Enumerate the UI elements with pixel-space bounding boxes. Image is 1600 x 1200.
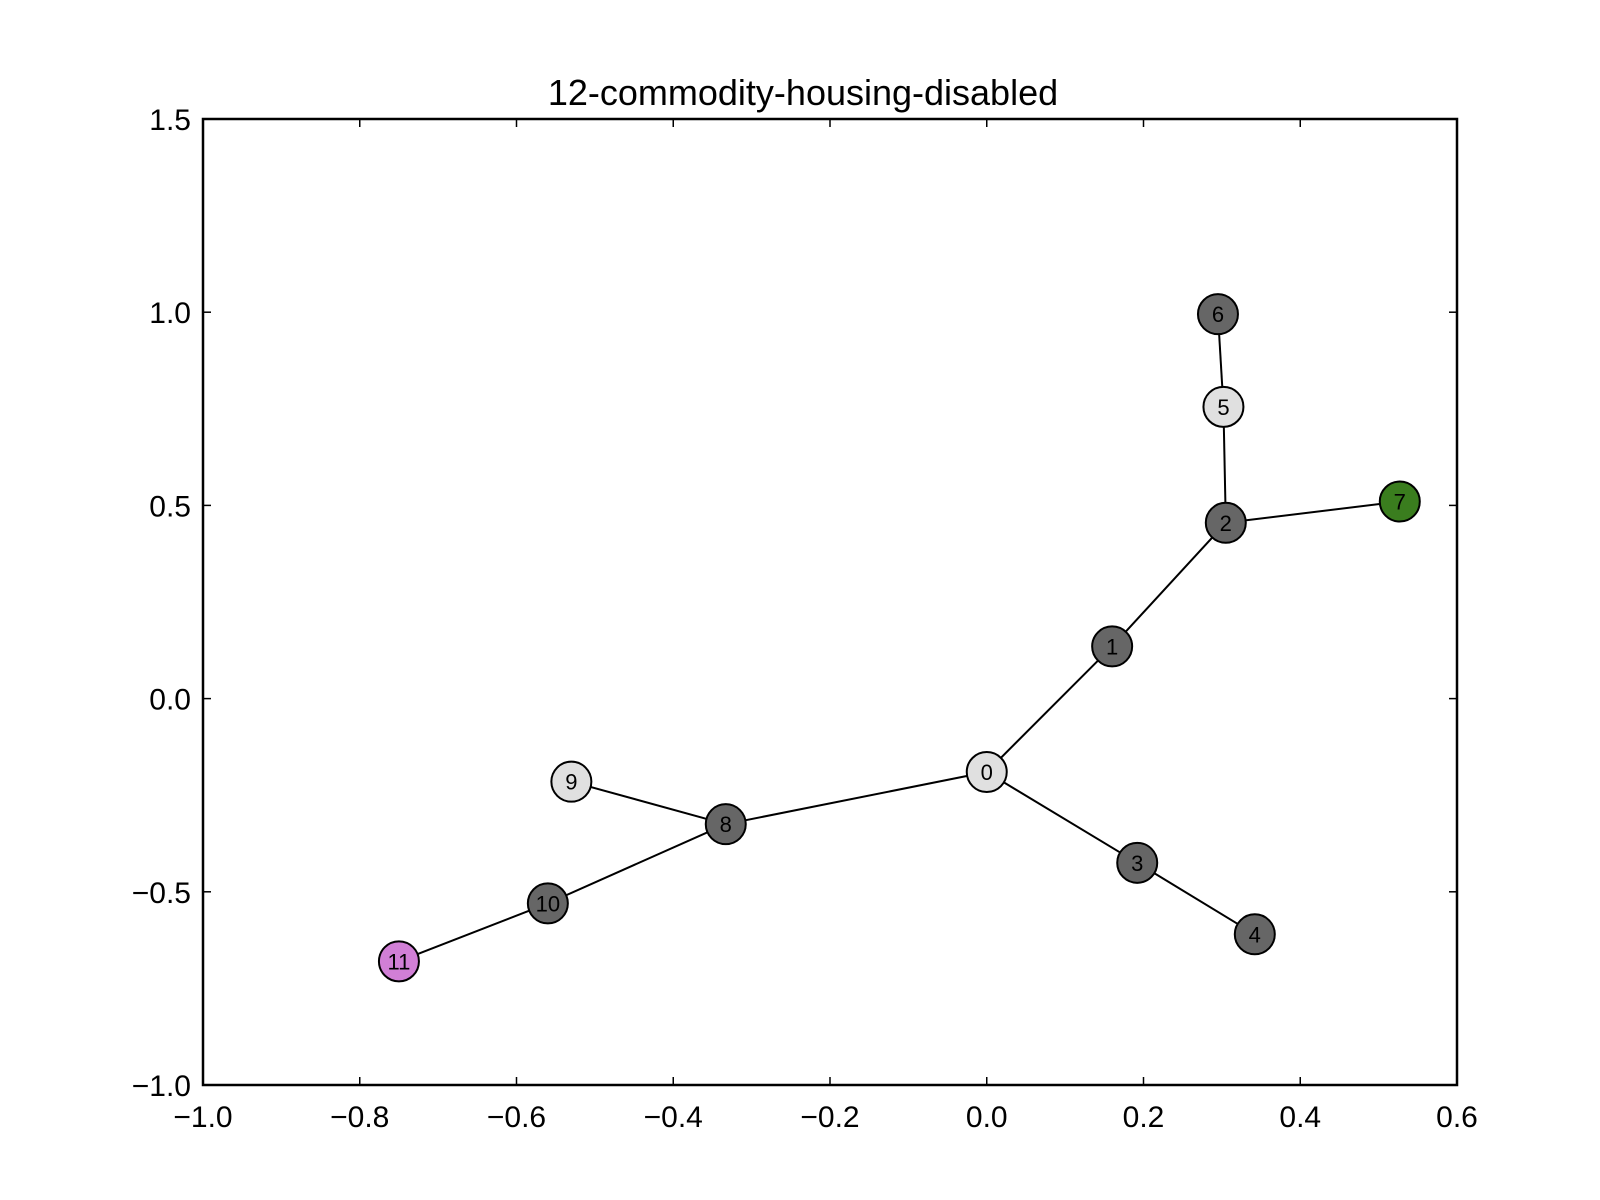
node-circle xyxy=(1091,625,1134,668)
node-2: 2 xyxy=(1204,501,1247,544)
node-circle xyxy=(1196,293,1239,336)
y-tick-label: −0.5 xyxy=(132,877,191,910)
x-tick-label: −0.2 xyxy=(800,1101,859,1134)
node-label: 9 xyxy=(565,770,577,795)
node-11: 11 xyxy=(377,940,420,983)
node-8: 8 xyxy=(704,803,747,846)
x-tick-label: 0.4 xyxy=(1279,1101,1321,1134)
node-circle xyxy=(1233,913,1276,956)
edge-2-7 xyxy=(1225,500,1400,524)
node-circle xyxy=(1204,501,1247,544)
node-label: 10 xyxy=(536,891,560,916)
x-tick-label: 0.6 xyxy=(1436,1101,1478,1134)
node-label: 0 xyxy=(981,760,993,785)
node-0: 0 xyxy=(965,751,1008,794)
node-5: 5 xyxy=(1202,385,1245,428)
node-circle xyxy=(1378,480,1421,523)
node-circle xyxy=(550,760,593,803)
x-tick-label: −0.6 xyxy=(487,1101,546,1134)
node-6: 6 xyxy=(1196,293,1239,336)
node-4: 4 xyxy=(1233,913,1276,956)
edge-1-2 xyxy=(1111,522,1227,648)
x-tick-label: 0.0 xyxy=(966,1101,1008,1134)
y-tick-label: −1.0 xyxy=(132,1070,191,1103)
edge-8-9 xyxy=(571,780,727,826)
chart-title: 12-commodity-housing-disabled xyxy=(548,72,1058,113)
node-circle xyxy=(704,803,747,846)
node-9: 9 xyxy=(550,760,593,803)
node-label: 1 xyxy=(1106,634,1118,659)
node-label: 11 xyxy=(388,949,411,974)
edge-8-10 xyxy=(547,823,727,905)
y-tick-label: 1.5 xyxy=(149,104,191,137)
node-3: 3 xyxy=(1116,841,1159,884)
edge-0-3 xyxy=(986,771,1138,864)
node-circle xyxy=(965,751,1008,794)
edge-0-8 xyxy=(725,771,987,826)
node-label: 3 xyxy=(1131,851,1143,876)
node-7: 7 xyxy=(1378,480,1421,523)
graph-nodes: 0 1 2 3 4 5 6 7 8 9 10 11 xyxy=(377,293,1421,983)
node-circle xyxy=(526,882,569,925)
node-circle xyxy=(377,940,420,983)
edge-3-4 xyxy=(1136,861,1256,936)
node-label: 4 xyxy=(1249,922,1261,947)
graph-edges xyxy=(398,314,1400,963)
node-1: 1 xyxy=(1091,625,1134,668)
axis-ticks: −1.0 −0.8 −0.6 −0.4 −0.2 0.0 0.2 0.4 0.6 −1.0 −0.5… xyxy=(132,104,1478,1134)
node-label: 7 xyxy=(1394,490,1406,515)
edge-0-1 xyxy=(986,645,1113,773)
x-tick-label: 0.2 xyxy=(1123,1101,1165,1134)
edge-10-11 xyxy=(398,902,549,963)
node-label: 2 xyxy=(1220,511,1232,536)
y-tick-label: 0.5 xyxy=(149,490,191,523)
node-label: 5 xyxy=(1217,395,1229,420)
node-label: 6 xyxy=(1212,302,1224,327)
node-label: 8 xyxy=(720,812,732,837)
plot-frame xyxy=(201,117,1459,1087)
node-circle xyxy=(1202,385,1245,428)
x-tick-label: −1.0 xyxy=(173,1101,232,1134)
x-tick-label: −0.8 xyxy=(330,1101,389,1134)
y-tick-label: 1.0 xyxy=(149,297,191,330)
node-circle xyxy=(1116,841,1159,884)
y-tick-label: 0.0 xyxy=(149,684,191,717)
x-tick-label: −0.4 xyxy=(644,1101,703,1134)
node-10: 10 xyxy=(526,882,569,925)
